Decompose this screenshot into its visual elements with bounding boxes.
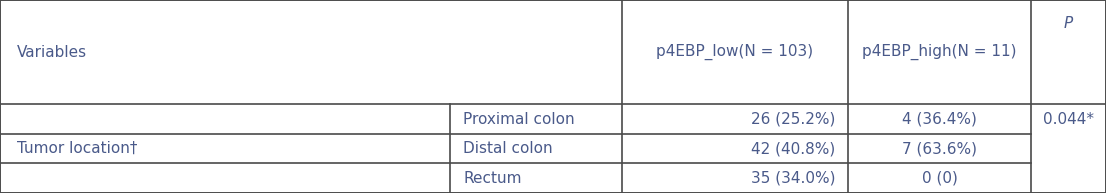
Text: 7 (63.6%): 7 (63.6%) [902,141,977,156]
Text: 0 (0): 0 (0) [921,171,958,186]
Text: Variables: Variables [17,45,86,60]
Text: Proximal colon: Proximal colon [463,112,575,127]
Text: 26 (25.2%): 26 (25.2%) [751,112,835,127]
Text: 0.044*: 0.044* [1043,112,1094,127]
Text: p4EBP_low(N = 103): p4EBP_low(N = 103) [656,44,814,60]
Text: 4 (36.4%): 4 (36.4%) [902,112,977,127]
Text: P: P [1064,16,1073,31]
Text: Tumor location†: Tumor location† [17,141,137,156]
Text: Rectum: Rectum [463,171,522,186]
Text: 42 (40.8%): 42 (40.8%) [751,141,835,156]
Text: Distal colon: Distal colon [463,141,553,156]
Text: p4EBP_high(N = 11): p4EBP_high(N = 11) [863,44,1016,60]
Text: 35 (34.0%): 35 (34.0%) [751,171,835,186]
